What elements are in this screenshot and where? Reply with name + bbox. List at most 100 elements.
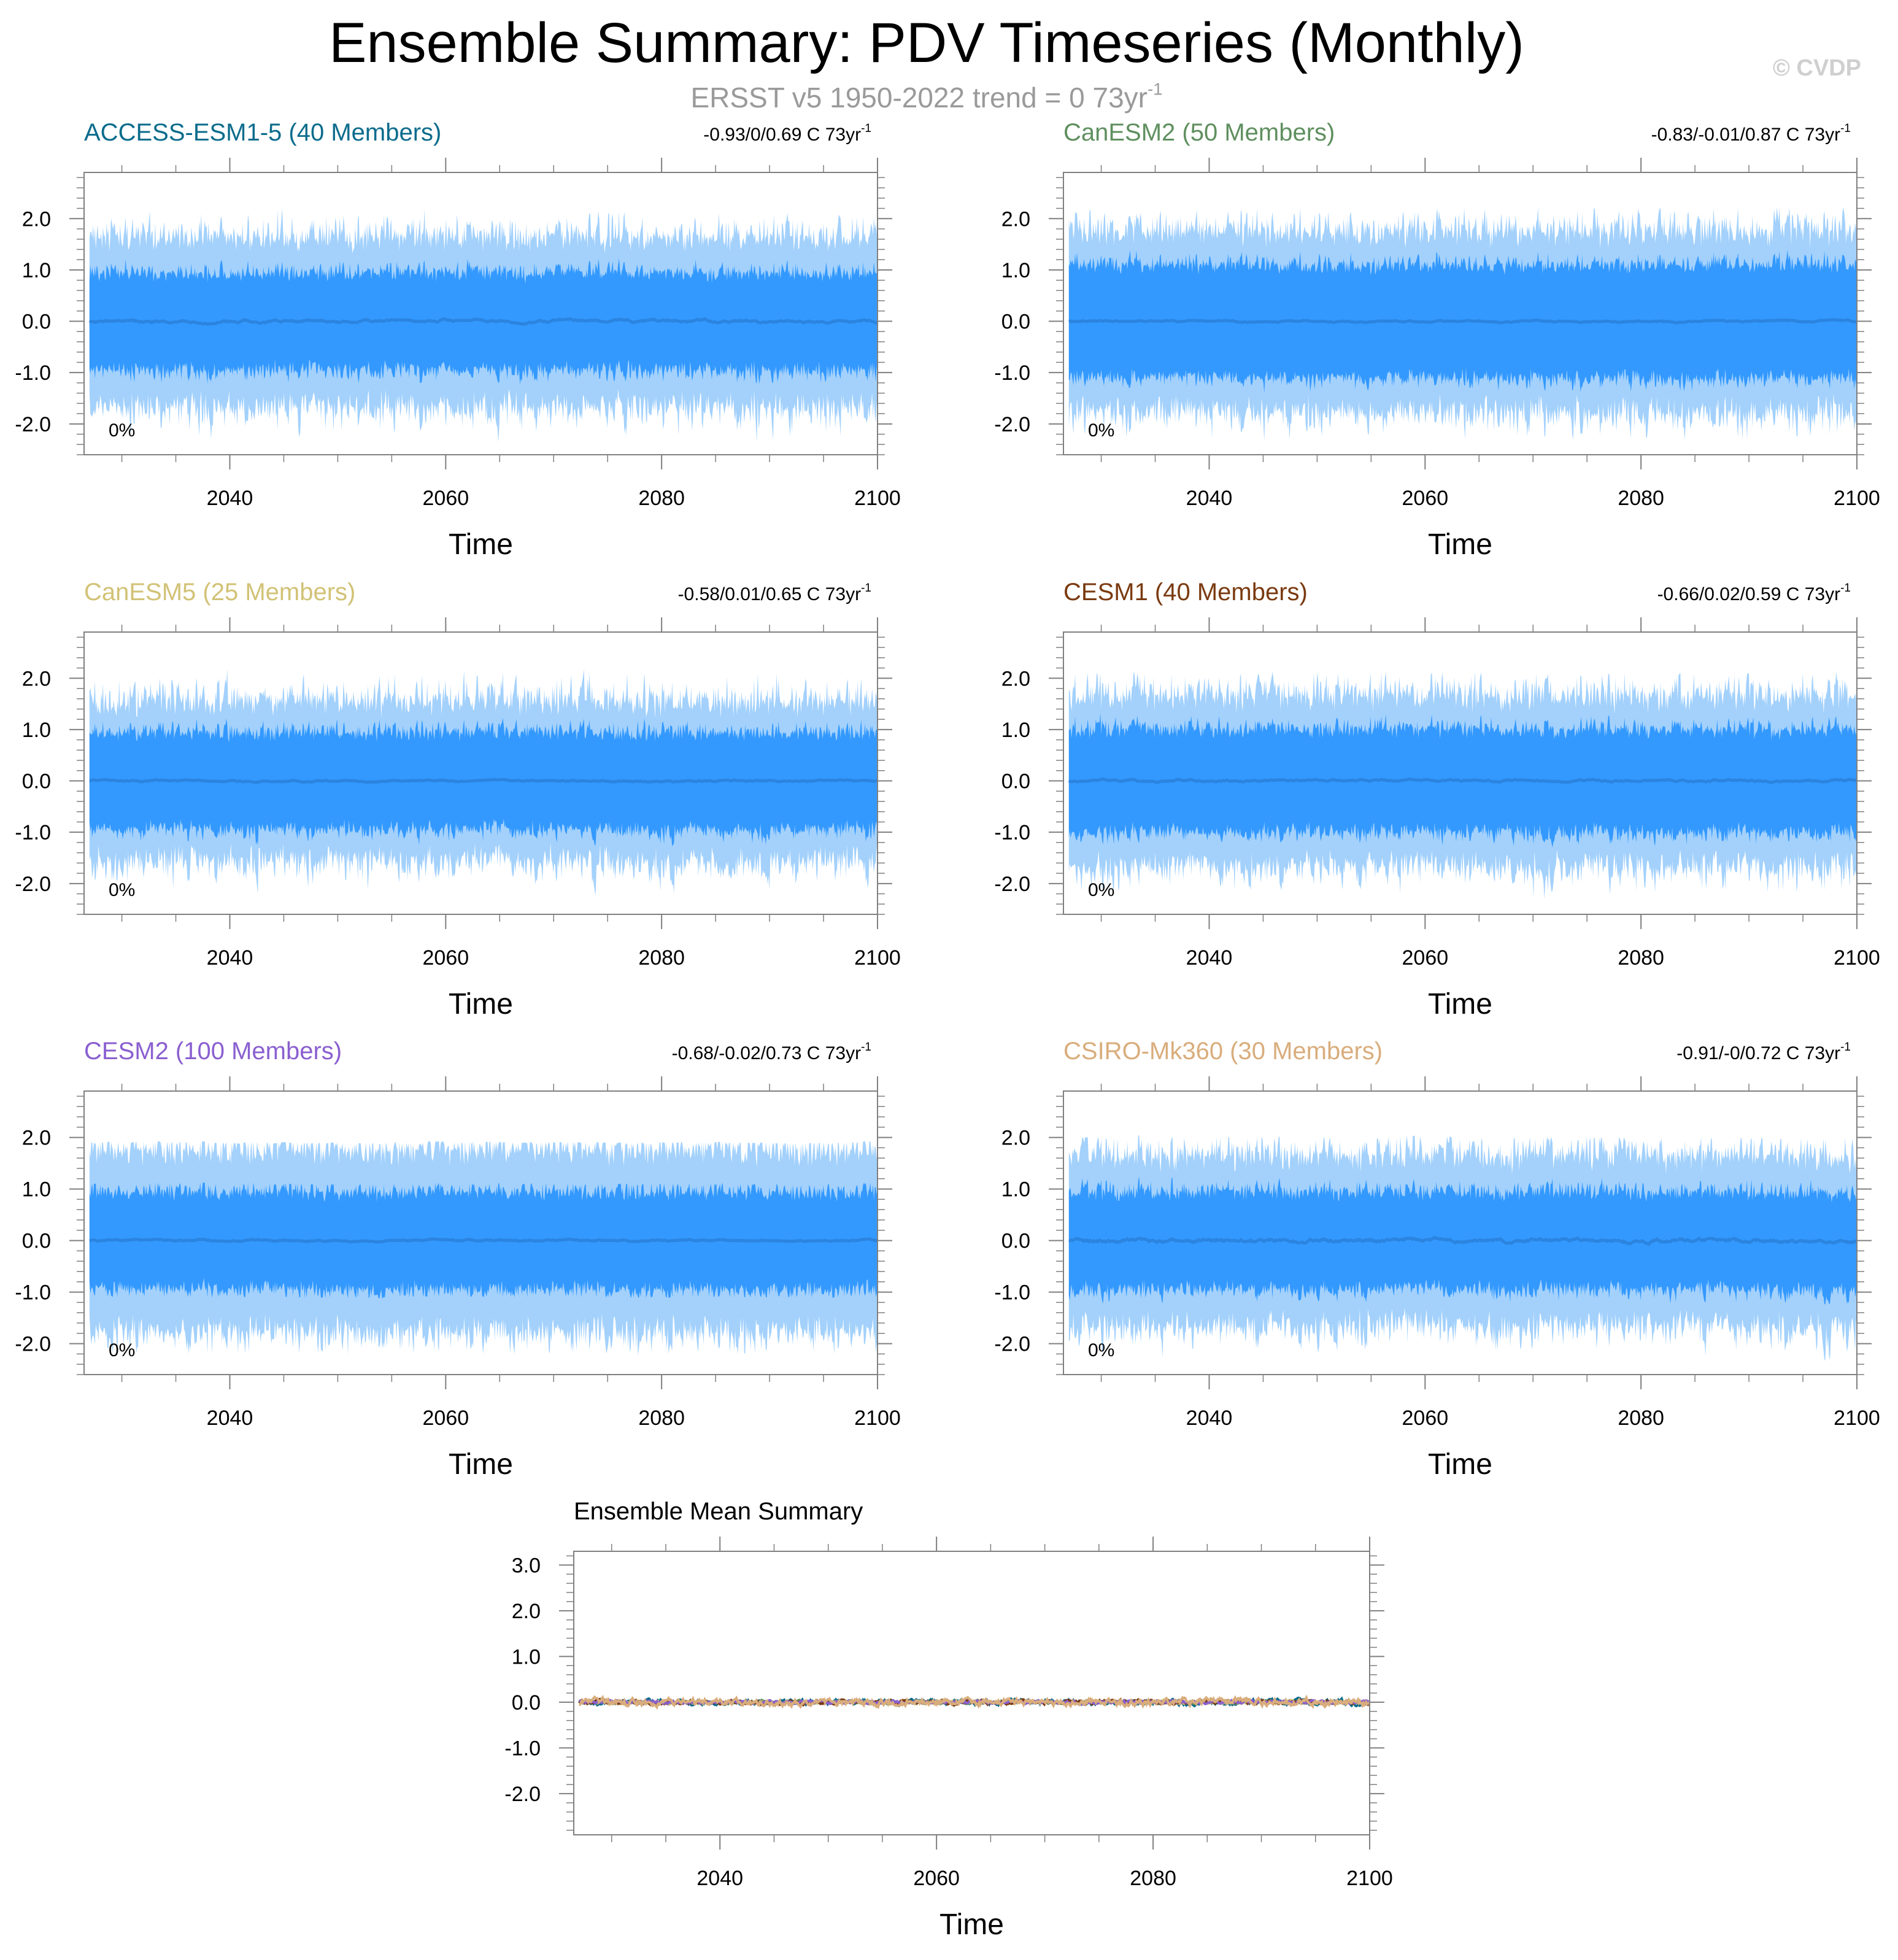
axes-frame [83,631,878,915]
ensemble-mean-line [89,777,878,784]
y-tick-label: -1.0 [15,821,51,844]
percent-label: 0% [1088,1340,1114,1360]
x-axis-label: Time [939,1908,1004,1941]
x-axis-label: Time [1428,528,1492,561]
y-tick-label: -1.0 [15,1281,51,1305]
panel-title: CanESM2 (50 Members) [1063,119,1335,146]
trend-label: -0.91/-0/0.72 C 73yr-1 [1676,1041,1851,1063]
trend-label-text: -0.93/0/0.69 C 73yr [703,125,861,145]
chart-panel-2: CanESM2 (50 Members) -0.83/-0.01/0.87 C 7… [994,119,1880,561]
percent-label: 0% [109,420,135,441]
x-axis-label: Time [1428,1448,1492,1481]
y-tick-label: 0.0 [512,1691,541,1715]
chart-panel-6: CSIRO-Mk360 (30 Members) -0.91/-0/0.72 C … [994,1038,1880,1481]
trend-label-superscript: -1 [1840,122,1851,135]
series-line-csiro-mk360 [579,1694,1370,1710]
y-tick-label: 0.0 [22,770,51,793]
plot-area [1068,1135,1857,1361]
y-tick-label: -2.0 [994,873,1030,896]
ensemble-mean-line [1068,318,1857,325]
x-tick-label: 2060 [1402,487,1449,510]
x-tick-label: 2100 [1834,946,1880,970]
y-tick-label: -2.0 [15,413,51,436]
y-tick-label: 2.0 [1001,1127,1030,1150]
x-tick-label: 2100 [854,1406,901,1430]
percent-label: 0% [1088,880,1114,900]
trend-label-superscript: -1 [1840,582,1851,595]
x-axis-label: Time [449,1448,513,1481]
y-tick-label: 3.0 [512,1554,541,1577]
panel-title: Ensemble Mean Summary [574,1498,863,1525]
plot-area [1068,671,1857,900]
x-tick-label: 2100 [854,487,901,510]
y-tick-label: -1.0 [15,361,51,385]
trend-label-text: -0.91/-0/0.72 C 73yr [1676,1043,1840,1063]
panel-title: CESM1 (40 Members) [1063,579,1308,606]
figure-title: Ensemble Summary: PDV Timeseries (Monthl… [329,12,1524,74]
y-tick-label: 1.0 [1001,259,1030,282]
axes-frame [1063,172,1857,455]
axes-frame [573,1551,1370,1835]
trend-label-superscript: -1 [861,1041,871,1054]
y-tick-label: 1.0 [22,1178,51,1202]
plot-area [89,668,878,896]
y-tick-label: 1.0 [1001,1178,1030,1202]
trend-label: -0.83/-0.01/0.87 C 73yr-1 [1651,122,1851,145]
y-tick-label: 0.0 [22,311,51,334]
x-tick-label: 2100 [1346,1867,1393,1890]
plot-area [578,1694,1370,1710]
trend-label-text: -0.66/0.02/0.59 C 73yr [1657,584,1841,604]
percent-label: 0% [109,880,135,900]
y-tick-label: 2.0 [22,667,51,690]
y-tick-label: -1.0 [994,1281,1030,1305]
x-tick-label: 2060 [423,1406,469,1430]
trend-label-superscript: -1 [861,122,871,135]
panel-title: CESM2 (100 Members) [84,1038,342,1065]
x-tick-label: 2060 [1402,946,1449,970]
x-tick-label: 2040 [207,487,253,510]
y-tick-label: 0.0 [1001,770,1030,793]
trend-label-text: -0.83/-0.01/0.87 C 73yr [1651,125,1841,145]
trend-label-superscript: -1 [861,582,871,595]
ensemble-mean-line [88,317,878,326]
y-tick-label: -2.0 [15,873,51,896]
y-tick-label: 2.0 [22,1127,51,1150]
axes-frame [83,1090,878,1375]
axes-frame [1063,631,1857,915]
trend-label: -0.58/0.01/0.65 C 73yr-1 [678,582,871,604]
axes-frame [83,172,878,455]
y-tick-label: -2.0 [994,1333,1030,1356]
y-tick-label: 2.0 [1001,667,1030,690]
trend-label: -0.93/0/0.69 C 73yr-1 [703,122,871,145]
trend-label: -0.66/0.02/0.59 C 73yr-1 [1657,582,1851,604]
chart-panel-4: CESM1 (40 Members) -0.66/0.02/0.59 C 73yr… [994,579,1880,1021]
y-tick-label: -1.0 [994,821,1030,844]
y-tick-label: -1.0 [994,361,1030,385]
y-tick-label: -2.0 [15,1333,51,1356]
chart-panel-5: CESM2 (100 Members) -0.68/-0.02/0.73 C 73… [15,1038,900,1481]
x-tick-label: 2080 [638,1406,685,1430]
y-tick-label: 2.0 [22,207,51,231]
trend-label-text: -0.58/0.01/0.65 C 73yr [678,584,862,604]
x-tick-label: 2060 [423,487,469,510]
percent-label: 0% [1088,420,1114,441]
x-axis-label: Time [449,988,513,1021]
x-axis-label: Time [449,528,513,561]
x-tick-label: 2080 [1618,946,1664,970]
ensemble-mean-line [1068,777,1857,785]
x-tick-label: 2100 [1834,1406,1880,1430]
y-tick-label: 0.0 [1001,1230,1030,1253]
y-tick-label: 1.0 [512,1645,541,1669]
y-tick-label: 1.0 [22,259,51,282]
x-tick-label: 2080 [638,946,685,970]
chart-panel-1: ACCESS-ESM1-5 (40 Members) -0.93/0/0.69 C… [15,119,900,561]
x-tick-label: 2080 [1618,1406,1664,1430]
y-tick-label: 2.0 [512,1600,541,1623]
plot-area [1068,207,1857,441]
y-tick-label: 1.0 [1001,719,1030,742]
x-tick-label: 2080 [1130,1867,1176,1890]
copyright-label: © CVDP [1772,55,1861,81]
chart-panel-7: Ensemble Mean Summary 3.0 2.0 1.0 0.0 -1.0 -2.… [504,1498,1392,1941]
